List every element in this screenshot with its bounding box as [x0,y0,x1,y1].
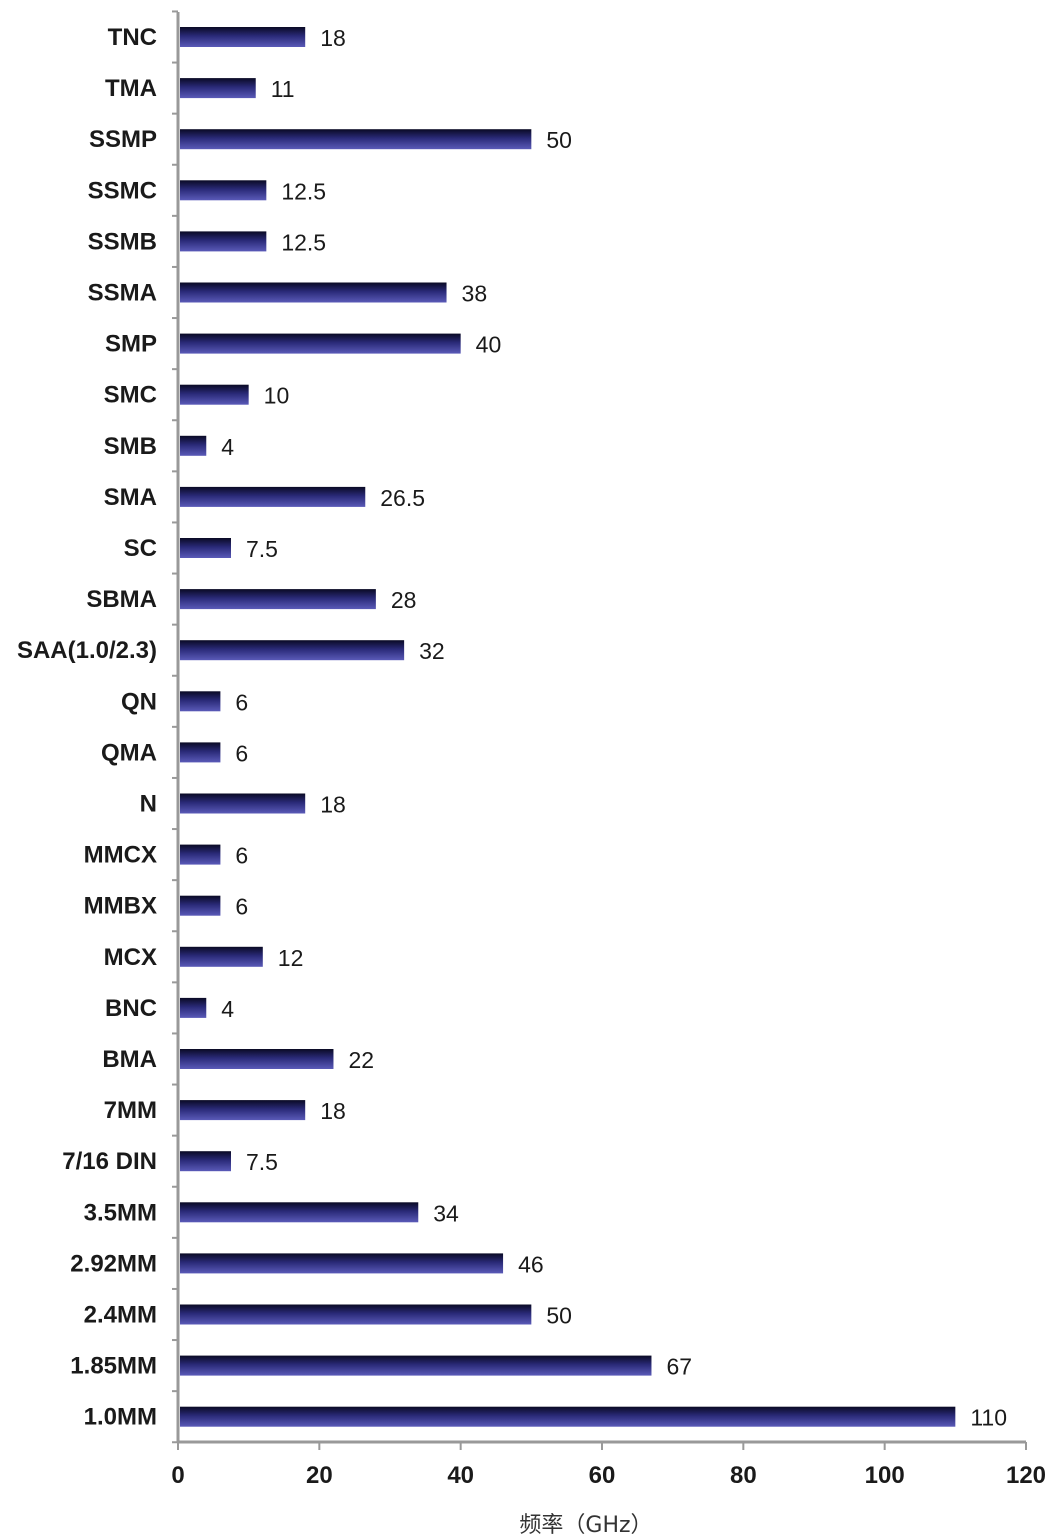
value-label-smc: 10 [264,383,290,409]
value-label-tnc: 18 [320,25,346,51]
bar-sbma [180,589,376,610]
bar-tnc [180,27,306,47]
category-label-3-5mm: 3.5MM [84,1199,157,1226]
category-label-sc: SC [124,535,157,562]
value-label-7-16-din: 7.5 [246,1149,278,1175]
bar-bnc [180,997,207,1018]
category-label-bnc: BNC [105,995,157,1022]
bar-mmcx [180,844,221,865]
value-label-mmcx: 6 [235,843,248,869]
value-label-2-92mm: 46 [518,1251,544,1277]
value-label-1-0mm: 110 [970,1405,1007,1431]
bar-7-16-din [180,1151,231,1172]
bar-2-4mm [180,1304,532,1325]
value-label-ssmp: 50 [546,127,572,153]
x-tick-label-20: 20 [306,1462,333,1489]
bar-ssmc [180,180,267,201]
category-label-mmcx: MMCX [84,842,157,869]
bar-bma [180,1049,334,1069]
bar-ssma [180,282,447,303]
value-label-ssma: 38 [462,281,488,307]
bar-saa-1-0-2-3 [180,640,405,661]
value-label-tma: 11 [271,76,295,102]
bar-ssmp [180,129,532,150]
value-label-2-4mm: 50 [546,1303,572,1329]
category-label-tma: TMA [105,75,157,102]
category-label-mmbx: MMBX [84,893,157,920]
bar-smc [180,384,249,405]
category-label-ssma: SSMA [88,280,157,307]
value-label-3-5mm: 34 [433,1200,459,1226]
bar-qn [180,691,221,712]
category-label-ssmb: SSMB [88,228,157,255]
x-tick-label-80: 80 [730,1462,757,1489]
value-label-ssmc: 12.5 [281,178,326,204]
category-label-ssmp: SSMP [89,126,157,153]
category-label-qn: QN [121,688,157,715]
category-label-n: N [140,791,157,818]
category-label-smb: SMB [104,433,157,460]
category-label-smp: SMP [105,331,157,358]
value-label-1-85mm: 67 [666,1354,692,1380]
x-tick-label-40: 40 [447,1462,474,1489]
category-label-2-4mm: 2.4MM [84,1302,157,1329]
value-label-n: 18 [320,792,346,818]
category-label-2-92mm: 2.92MM [70,1250,157,1277]
category-label-1-85mm: 1.85MM [70,1353,157,1380]
category-label-saa-1-0-2-3: SAA(1.0/2.3) [17,637,157,664]
bar-smp [180,333,461,354]
value-label-bma: 22 [348,1047,374,1073]
x-axis-title: 频率（GHz） [519,1513,652,1538]
category-label-1-0mm: 1.0MM [84,1404,157,1431]
bar-mmbx [180,895,221,916]
bar-sc [180,538,231,558]
value-label-bnc: 4 [221,996,234,1022]
bar-1-0mm [180,1406,956,1427]
bar-sma [180,486,366,507]
value-label-ssmb: 12.5 [281,229,326,255]
bar-3-5mm [180,1202,419,1223]
bar-qma [180,742,221,763]
category-label-bma: BMA [102,1046,157,1073]
value-label-qma: 6 [235,740,248,766]
bar-n [180,793,306,814]
bar-7mm [180,1100,306,1121]
category-label-smc: SMC [104,382,157,409]
value-label-saa-1-0-2-3: 32 [419,638,445,664]
x-tick-label-100: 100 [865,1462,905,1489]
value-label-sbma: 28 [391,587,417,613]
x-tick-label-0: 0 [171,1462,184,1489]
category-label-sma: SMA [104,484,157,511]
category-label-sbma: SBMA [86,586,157,613]
value-label-qn: 6 [235,689,248,715]
bar-2-92mm [180,1253,504,1274]
bar-tma [180,78,256,99]
value-label-sc: 7.5 [246,536,278,562]
value-label-smp: 40 [476,332,502,358]
x-tick-label-120: 120 [1006,1462,1046,1489]
category-label-7-16-din: 7/16 DIN [62,1148,157,1175]
value-label-smb: 4 [221,434,234,460]
axis-layer: TNC 18 TMA 11 SSMP 50 SSMC 12.5 SSMB 12.5 SSMA 38 SM… [17,10,1046,1489]
x-tick-label-60: 60 [589,1462,616,1489]
bar-mcx [180,946,263,967]
category-label-tnc: TNC [108,24,157,51]
value-label-mmbx: 6 [235,894,248,920]
category-label-mcx: MCX [104,944,157,971]
category-label-qma: QMA [101,739,157,766]
value-label-7mm: 18 [320,1098,346,1124]
value-label-mcx: 12 [278,945,304,971]
bars-layer [180,27,956,1427]
category-label-ssmc: SSMC [88,177,157,204]
bar-1-85mm [180,1355,652,1376]
bar-smb [180,435,207,456]
category-label-7mm: 7MM [104,1097,157,1124]
value-label-sma: 26.5 [380,485,425,511]
bar-ssmb [180,231,267,252]
